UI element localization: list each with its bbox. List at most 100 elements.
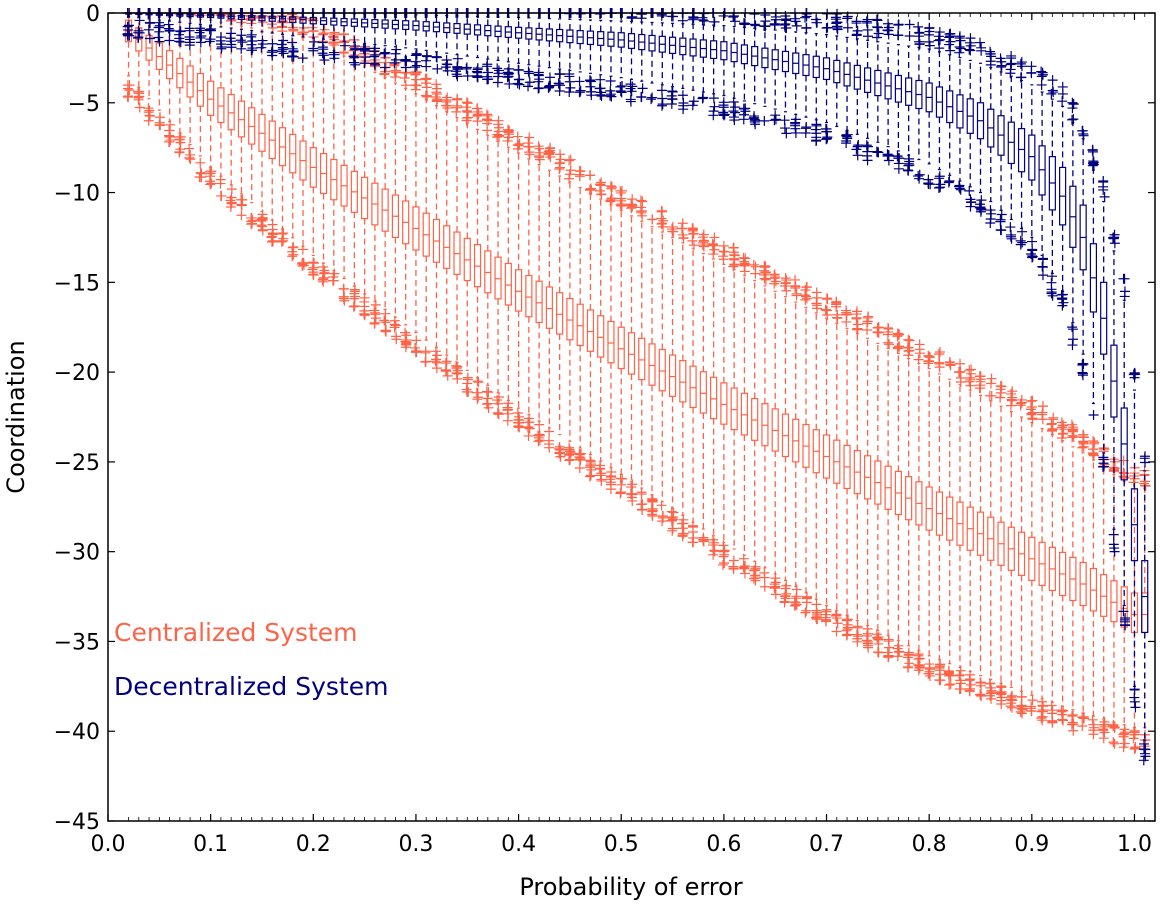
x-tick-label: 0.2 [296, 832, 331, 857]
box-0-0.920 [1046, 412, 1059, 728]
outliers [420, 73, 433, 368]
box-0-0.910 [1036, 401, 1049, 726]
x-tick-label: 0.8 [912, 832, 947, 857]
box-1-0.340 [451, 8, 463, 82]
box-0-0.750 [871, 322, 884, 658]
legend-centralized-system: Centralized System [114, 618, 358, 647]
box-0-0.900 [1025, 395, 1038, 717]
box-iqr [668, 354, 677, 397]
box-0-0.320 [430, 79, 443, 374]
box-0-0.860 [984, 373, 997, 704]
box-iqr [720, 382, 728, 425]
outliers [943, 28, 956, 188]
box-0-0.650 [769, 269, 781, 600]
box-0-0.890 [1015, 394, 1028, 719]
series-0-boxes [122, 8, 1151, 755]
box-1-0.990 [1118, 273, 1131, 631]
outliers [543, 142, 556, 453]
outliers [584, 170, 597, 482]
box-iqr [504, 262, 512, 306]
outliers [1005, 50, 1017, 244]
box-iqr [484, 250, 492, 294]
outliers [1087, 144, 1099, 421]
outliers [533, 141, 546, 447]
outliers [728, 242, 740, 575]
outliers [943, 356, 956, 690]
box-1-0.510 [625, 8, 638, 107]
outliers [985, 46, 997, 229]
box-0-0.460 [574, 165, 586, 473]
box-iqr [525, 274, 533, 318]
outliers [574, 165, 586, 473]
box-0-0.290 [399, 67, 412, 353]
box-1-0.310 [420, 8, 433, 72]
box-1-0.540 [656, 8, 669, 111]
outliers [800, 8, 812, 138]
box-0-0.550 [666, 221, 679, 536]
outliers [892, 328, 905, 662]
outliers [759, 8, 771, 126]
outliers [830, 296, 843, 637]
box-iqr [566, 297, 574, 341]
outliers [697, 229, 710, 547]
box-iqr [1017, 128, 1026, 173]
outliers [1128, 462, 1141, 754]
outliers [779, 273, 792, 608]
outliers [543, 8, 556, 93]
box-1-0.640 [759, 8, 771, 126]
box-1-0.590 [707, 8, 720, 121]
box-1-0.770 [892, 19, 905, 174]
outliers [964, 364, 977, 697]
box-0-0.600 [717, 240, 730, 570]
box-0-0.680 [800, 281, 812, 618]
box-iqr [576, 303, 584, 347]
outliers [502, 124, 515, 426]
outliers [964, 33, 977, 212]
box-0-0.830 [953, 358, 966, 694]
box-1-0.470 [584, 8, 597, 101]
box-iqr [627, 332, 636, 375]
box-1-0.970 [1097, 176, 1110, 472]
box-1-0.560 [677, 8, 689, 115]
y-tick-labels: 0 −5 −10 −15 −20 −25 −30 −35 −40 −45 [54, 2, 100, 835]
box-iqr [689, 365, 697, 409]
x-tick-label: 0.4 [501, 832, 536, 857]
box-1-0.250 [358, 8, 371, 69]
box-1-0.780 [902, 19, 915, 176]
outliers [953, 358, 966, 694]
outliers [748, 259, 761, 586]
box-1-0.390 [502, 8, 515, 89]
box-0-0.820 [943, 356, 956, 690]
box-iqr [237, 100, 246, 138]
outliers [1025, 395, 1038, 717]
box-0-0.690 [811, 287, 823, 625]
box-1-1.000 [1128, 367, 1141, 713]
box-iqr [207, 80, 215, 116]
box-1-0.690 [810, 14, 823, 146]
outliers [584, 8, 597, 101]
outliers [677, 8, 689, 115]
outliers [820, 8, 833, 145]
outliers [995, 381, 1007, 710]
outliers [841, 11, 853, 149]
box-1-0.400 [512, 8, 525, 90]
box-0-0.440 [553, 149, 566, 462]
outliers [1077, 125, 1089, 381]
box-iqr [751, 397, 759, 441]
outliers [451, 93, 463, 384]
box-1-0.460 [574, 8, 587, 98]
outliers [522, 132, 535, 441]
x-tick-label: 0.6 [706, 832, 741, 857]
outliers [871, 14, 884, 158]
box-1-0.870 [995, 53, 1007, 236]
box-1-0.280 [389, 8, 402, 69]
box-0-0.730 [851, 306, 864, 647]
box-0-0.380 [492, 115, 505, 420]
box-1-0.450 [564, 8, 576, 97]
y-tick-label: −10 [54, 182, 100, 207]
box-0-0.200 [307, 13, 319, 281]
box-0-0.470 [584, 170, 597, 482]
plot-area [122, 8, 1151, 766]
box-0-0.880 [1005, 386, 1018, 713]
box-1-0.520 [636, 8, 648, 103]
